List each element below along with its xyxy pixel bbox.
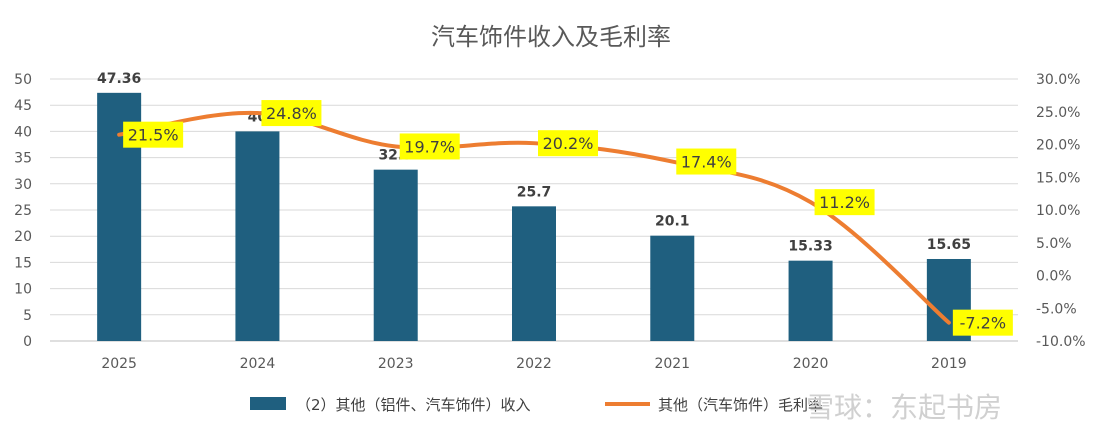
left-tick-label: 40: [14, 124, 32, 140]
legend-bar-swatch: [250, 397, 286, 410]
left-tick-label: 20: [14, 229, 32, 245]
left-tick-label: 45: [14, 98, 32, 114]
right-tick-label: 25.0%: [1036, 105, 1080, 121]
bar-data-label: 15.65: [927, 237, 971, 253]
bar: [512, 206, 556, 341]
chart-title: 汽车饰件收入及毛利率: [431, 23, 671, 51]
bar-data-label: 20.1: [655, 214, 690, 230]
x-tick-label: 2019: [931, 356, 967, 372]
line-data-label-box: [399, 133, 460, 160]
right-tick-label: -5.0%: [1036, 301, 1077, 317]
left-tick-label: 35: [14, 151, 32, 167]
x-tick-label: 2023: [378, 356, 414, 372]
x-axis: 2025 2024 2023 2022 2021 2020 2019: [101, 356, 966, 372]
line-data-label: 17.4%: [681, 153, 732, 172]
line-data-label: -7.2%: [960, 314, 1006, 333]
watermark: 雪球：东起书房: [806, 391, 1003, 424]
right-tick-label: 5.0%: [1036, 236, 1072, 252]
bar-data-label: 25.7: [517, 184, 552, 200]
bar: [650, 235, 695, 341]
left-tick-label: 5: [23, 308, 32, 324]
left-tick-label: 15: [14, 255, 32, 271]
right-tick-label: 0.0%: [1036, 269, 1072, 285]
legend: （2）其他（铝件、汽车饰件）收入 其他（汽车饰件）毛利率: [250, 396, 823, 414]
line-data-label-box: [676, 148, 737, 175]
left-tick-label: 10: [14, 282, 32, 298]
line-data-label-box: [814, 189, 875, 216]
line-data-label: 20.2%: [543, 134, 594, 153]
bar-data-label: 15.33: [788, 239, 832, 255]
line-data-label-box: [538, 130, 598, 157]
bar: [235, 131, 280, 341]
legend-line-label: 其他（汽车饰件）毛利率: [658, 396, 823, 414]
bar: [373, 169, 418, 341]
bar-data-label: 47.36: [97, 71, 141, 87]
line-data-label-box: [261, 100, 322, 127]
right-tick-label: 20.0%: [1036, 138, 1080, 154]
x-tick-label: 2022: [516, 356, 552, 372]
right-tick-label: 10.0%: [1036, 203, 1080, 219]
line-series: [117, 110, 951, 325]
left-tick-label: 30: [14, 177, 32, 193]
line-data-label: 11.2%: [819, 193, 870, 212]
right-tick-label: 30.0%: [1036, 72, 1080, 88]
line-data-label-box: [123, 121, 184, 148]
left-tick-label: 50: [14, 72, 32, 88]
line-data-label: 24.8%: [266, 104, 317, 123]
right-tick-label: -10.0%: [1036, 334, 1086, 350]
left-axis: 0 5 10 15 20 25 30 35 40 45 50: [14, 72, 32, 350]
line-data-label: 21.5%: [128, 126, 179, 145]
bar: [788, 260, 833, 341]
right-axis: -10.0% -5.0% 0.0% 5.0% 10.0% 15.0% 20.0% 25.0% 3…: [1036, 72, 1086, 350]
line-path: [117, 110, 951, 325]
line-data-label-box: [952, 309, 1013, 336]
right-tick-label: 15.0%: [1036, 170, 1080, 186]
legend-bar-label: （2）其他（铝件、汽车饰件）收入: [296, 396, 531, 414]
line-data-label: 19.7%: [404, 137, 455, 156]
left-tick-label: 25: [14, 203, 32, 219]
x-tick-label: 2024: [240, 356, 276, 372]
line-labels: 21.5% 24.8% 19.7% 20.2% 17.4% 11.2% -7.2%: [123, 100, 1013, 336]
x-tick-label: 2021: [654, 356, 690, 372]
x-tick-label: 2025: [101, 356, 137, 372]
left-tick-label: 0: [23, 334, 32, 350]
x-tick-label: 2020: [793, 356, 829, 372]
